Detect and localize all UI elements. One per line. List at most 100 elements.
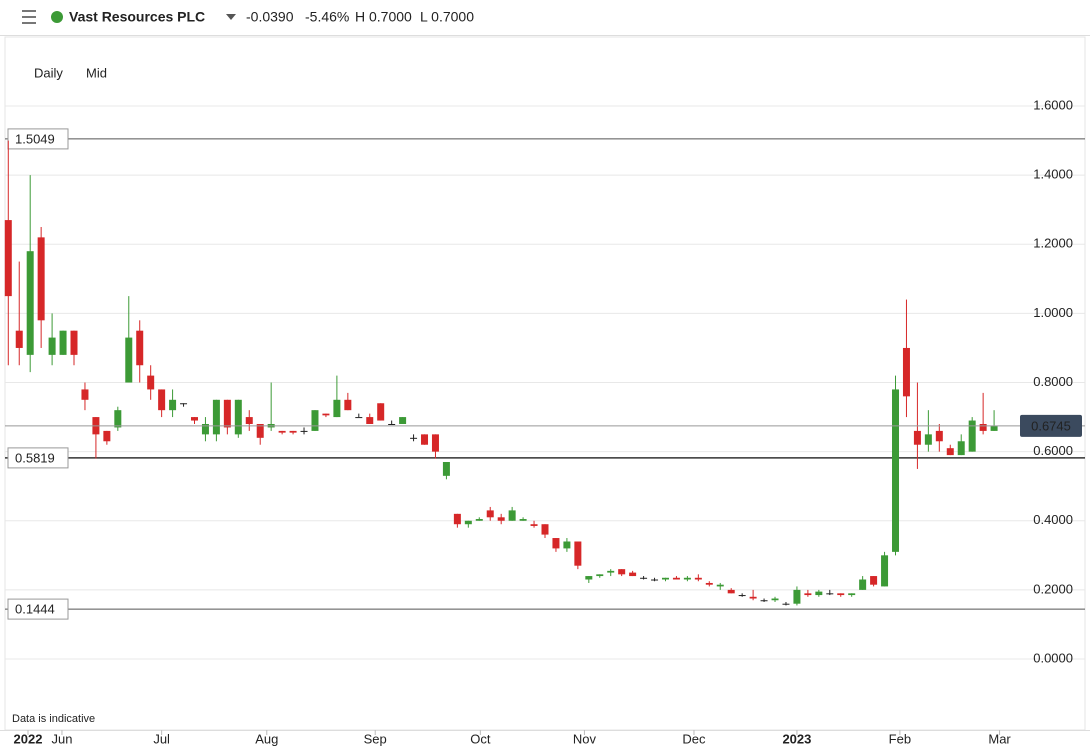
candle-body (760, 600, 768, 602)
candle-body (672, 577, 680, 580)
x-tick-label: 2023 (782, 731, 811, 746)
candle-body (793, 589, 801, 604)
note: Data is indicative (12, 713, 95, 725)
candle-body (574, 541, 582, 566)
change-pct: -5.46% (305, 9, 349, 25)
high: H 0.7000 (355, 9, 412, 25)
candle-body (771, 598, 779, 601)
candle-body (388, 423, 396, 425)
low: L 0.7000 (420, 9, 474, 25)
candle-body (322, 413, 330, 416)
y-tick-label: 1.2000 (1033, 236, 1073, 251)
candle-body (453, 513, 461, 525)
candle-body (48, 337, 56, 355)
candle-body (421, 434, 429, 445)
last-price-box (1020, 414, 1082, 437)
candle-body (749, 596, 757, 599)
candle-body (201, 423, 209, 435)
level-label-box (7, 598, 69, 620)
candle-body (826, 593, 834, 595)
candle-body (716, 584, 724, 587)
candle-body (103, 430, 111, 442)
candle-body (158, 389, 166, 411)
candle-body (355, 417, 363, 419)
x-tick-label: 2022 (14, 731, 43, 746)
candle-body (881, 555, 889, 587)
candle-body (125, 337, 133, 383)
interval[interactable]: Daily (34, 65, 63, 80)
candle-body (541, 524, 549, 535)
change: -0.0390 (246, 9, 294, 25)
candle-body (661, 577, 669, 580)
candle-body (114, 410, 122, 428)
candle-body (81, 389, 89, 400)
candle-body (596, 574, 604, 577)
candle-body (552, 538, 560, 549)
candle-body (651, 579, 659, 581)
candle-body (256, 423, 264, 438)
candle-body (70, 330, 78, 355)
candle-body (946, 448, 954, 456)
candle-body (245, 417, 253, 424)
candle-body (640, 577, 648, 579)
x-tick-label: Jul (153, 731, 170, 746)
price-type[interactable]: Mid (86, 65, 107, 80)
instrument-name[interactable]: Vast Resources PLC (69, 9, 205, 25)
x-tick-label: Oct (470, 731, 491, 746)
candle-body (563, 541, 571, 549)
candle-body (311, 410, 319, 431)
x-tick-label: Nov (573, 731, 597, 746)
level-label-box (7, 128, 69, 150)
candle-body (519, 519, 527, 521)
candle-body (848, 593, 856, 596)
candle-body (442, 462, 450, 476)
candle-body (37, 237, 45, 321)
candle-body (278, 430, 286, 433)
level-label-box (7, 447, 69, 469)
y-tick-label: 0.2000 (1033, 581, 1073, 596)
candle-body (924, 434, 932, 445)
candle-body (935, 430, 943, 442)
x-tick-label: Feb (889, 731, 911, 746)
candle-body (26, 251, 34, 355)
header: Vast Resources PLC -0.0390 -5.46% H 0.70… (0, 0, 1090, 36)
candle-body (333, 399, 341, 418)
candle-body (4, 220, 12, 297)
candle-body (344, 399, 352, 411)
candle-body (957, 441, 965, 456)
candle-body (464, 520, 472, 525)
candle-body (968, 420, 976, 452)
x-tick-label: Dec (682, 731, 706, 746)
candle-body (223, 399, 231, 428)
dropdown-caret[interactable] (226, 14, 236, 20)
candle-body (902, 347, 910, 397)
candle-body (475, 519, 483, 521)
candle-body (738, 595, 746, 597)
candle-body (815, 591, 823, 596)
y-tick-label: 1.0000 (1033, 305, 1073, 320)
x-tick-label: Sep (364, 731, 387, 746)
candle-body (859, 579, 867, 590)
candle-body (147, 375, 155, 390)
menu-icon[interactable] (22, 10, 36, 24)
candle-body (892, 389, 900, 552)
y-tick-label: 0.0000 (1033, 650, 1073, 665)
candle-body (782, 603, 790, 605)
candle-body (377, 403, 385, 421)
candle-body (486, 510, 494, 518)
candle-body (870, 576, 878, 585)
candle-body (300, 430, 308, 432)
level-label: 1.5049 (15, 131, 55, 146)
candle-body (212, 399, 220, 435)
candle-body (990, 425, 998, 431)
level-label: 0.1444 (15, 602, 55, 617)
candle-body (629, 572, 637, 577)
candle-body (410, 437, 418, 439)
y-tick-label: 0.6000 (1033, 443, 1073, 458)
y-tick-label: 1.6000 (1033, 97, 1073, 112)
candle-body (136, 330, 144, 366)
level-label: 0.5819 (15, 450, 55, 465)
header-bar (0, 0, 1090, 35)
last-price-label: 0.6745 (1031, 418, 1071, 433)
